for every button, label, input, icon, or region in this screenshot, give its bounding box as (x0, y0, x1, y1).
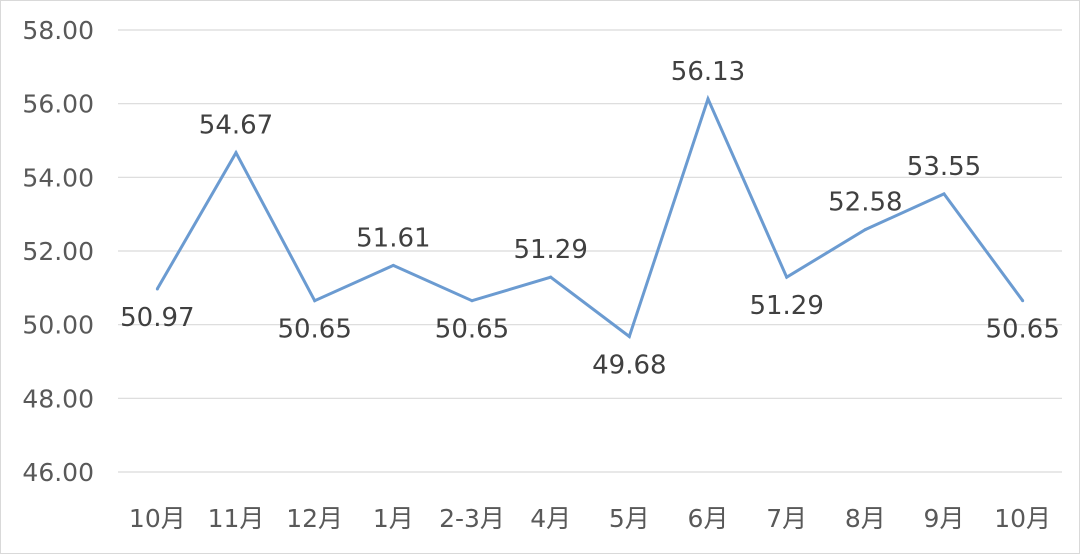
y-tick-label: 56.00 (22, 90, 94, 119)
x-tick-label: 7月 (766, 504, 807, 533)
data-point (1021, 299, 1025, 303)
data-point (313, 299, 317, 303)
data-label: 51.61 (356, 223, 430, 253)
x-tick-label: 11月 (208, 504, 265, 533)
series-group (155, 94, 1025, 339)
data-label: 50.97 (120, 303, 194, 333)
y-tick-label: 46.00 (22, 458, 94, 487)
data-label: 50.65 (435, 315, 509, 345)
y-tick-label: 54.00 (22, 163, 94, 192)
y-tick-label: 50.00 (22, 311, 94, 340)
x-tick-label: 8月 (845, 504, 886, 533)
y-tick-label: 58.00 (22, 16, 94, 45)
data-label: 52.58 (828, 188, 902, 218)
x-tick-label: 9月 (924, 504, 965, 533)
x-tick-label: 1月 (373, 504, 414, 533)
data-point (155, 287, 159, 291)
data-label: 49.68 (592, 350, 666, 380)
data-label: 54.67 (199, 111, 273, 141)
data-point (785, 275, 789, 279)
y-tick-label: 52.00 (22, 237, 94, 266)
x-tick-label: 10月 (129, 504, 186, 533)
data-label: 50.65 (985, 315, 1059, 345)
data-label: 56.13 (671, 57, 745, 87)
x-tick-label: 6月 (688, 504, 729, 533)
x-tick-label: 12月 (286, 504, 343, 533)
data-label: 51.29 (749, 291, 823, 321)
data-point (549, 275, 553, 279)
x-tick-label: 2-3月 (439, 504, 505, 533)
x-tick-label: 4月 (530, 504, 571, 533)
data-point (706, 97, 710, 101)
data-label: 51.29 (513, 235, 587, 265)
data-labels: 50.97 54.67 50.65 51.61 50.65 51.29 49.68 56.13… (120, 57, 1060, 381)
x-tick-label: 10月 (994, 504, 1051, 533)
data-point (391, 263, 395, 267)
data-point (627, 334, 631, 338)
data-label: 53.55 (907, 152, 981, 182)
y-axis-ticks: 58.00 56.00 54.00 52.00 50.00 48.00 46.00 (22, 16, 94, 487)
y-tick-label: 48.00 (22, 384, 94, 413)
data-point (942, 192, 946, 196)
x-axis-ticks: 10月 11月 12月 1月 2-3月 4月 5月 6月 7月 8月 9月 10月 (129, 504, 1051, 533)
data-label: 50.65 (277, 315, 351, 345)
x-tick-label: 5月 (609, 504, 650, 533)
data-point (234, 151, 238, 155)
data-point (863, 228, 867, 232)
gridlines (118, 29, 1062, 473)
series-line (156, 94, 1024, 339)
data-point (470, 299, 474, 303)
